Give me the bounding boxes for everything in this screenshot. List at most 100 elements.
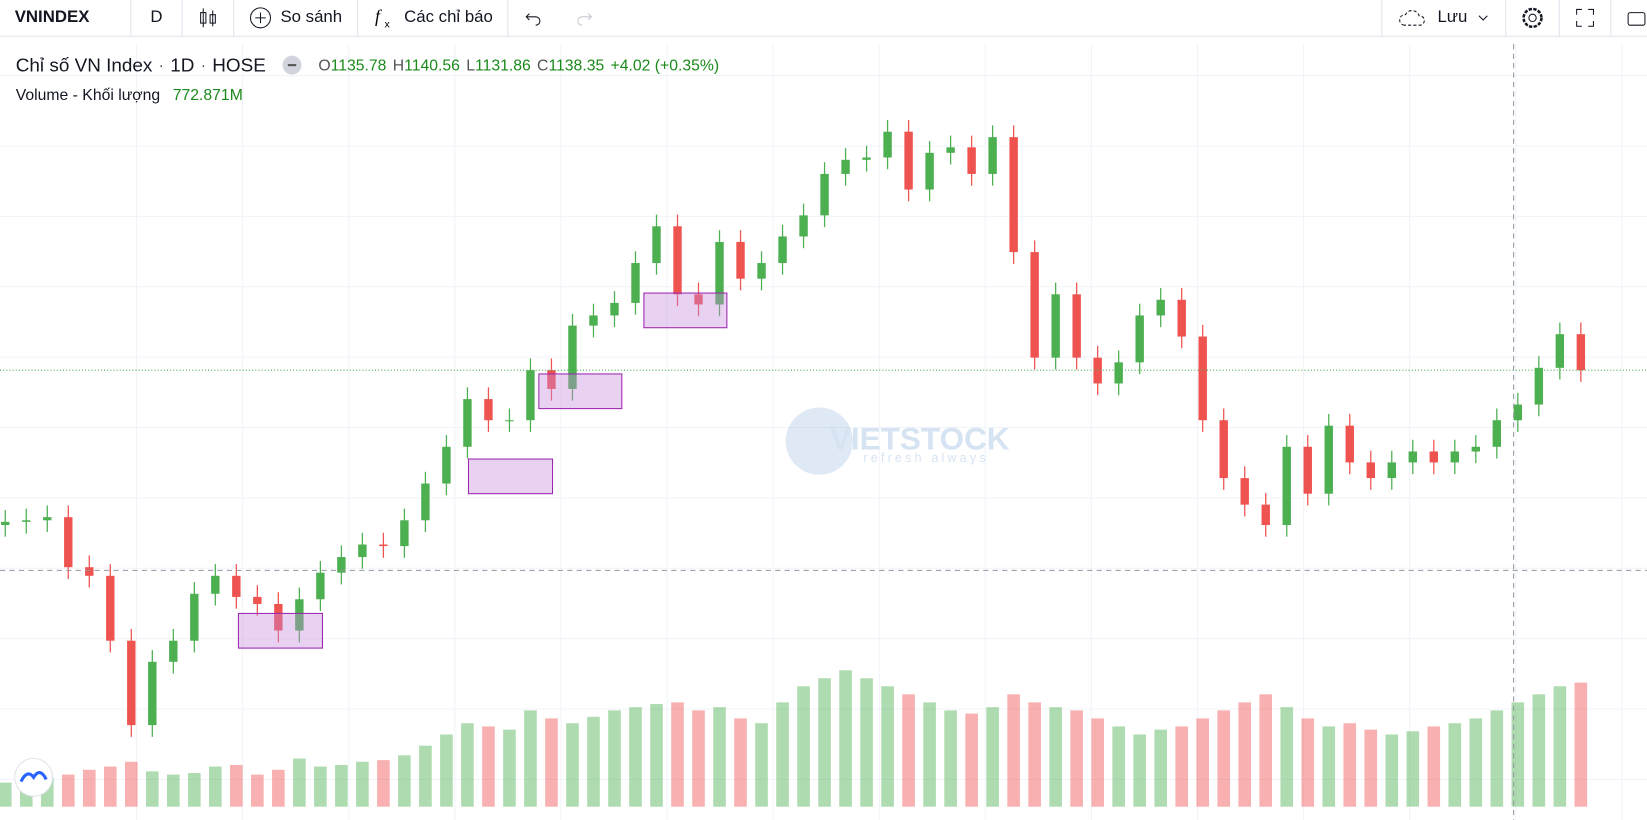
candle-body bbox=[946, 147, 955, 153]
low-value: 1131.86 bbox=[474, 56, 531, 75]
candle-body bbox=[1576, 334, 1586, 371]
watermark-slogan: refresh always bbox=[863, 451, 988, 465]
candle-body bbox=[1177, 299, 1186, 337]
volume-bar bbox=[1280, 707, 1294, 807]
candle-body bbox=[1408, 451, 1417, 463]
legend-toggle[interactable] bbox=[282, 55, 302, 75]
save: Lưu bbox=[1437, 8, 1468, 27]
candle-body bbox=[820, 173, 829, 216]
fullscreen-icon bbox=[1576, 8, 1594, 27]
indicators: Các chỉ báo bbox=[404, 8, 493, 27]
volume-bar bbox=[629, 707, 642, 807]
settings-button[interactable] bbox=[1505, 0, 1559, 36]
watermark-logo bbox=[785, 407, 853, 475]
candle-body bbox=[190, 593, 199, 641]
candle-body bbox=[1345, 425, 1354, 463]
volume-bar bbox=[1469, 718, 1483, 807]
candle-body bbox=[1156, 299, 1165, 316]
volume-bar bbox=[650, 703, 663, 807]
volume-bar bbox=[1385, 734, 1399, 807]
candle-body bbox=[463, 399, 472, 447]
volume-bar bbox=[1007, 694, 1020, 807]
volume-bar bbox=[398, 755, 411, 807]
open-label: O bbox=[318, 56, 331, 75]
volume-bar bbox=[1511, 702, 1525, 807]
candle-body bbox=[673, 226, 682, 295]
volume-bar bbox=[1091, 718, 1104, 807]
candle-body bbox=[715, 241, 724, 305]
volume-bar bbox=[230, 764, 243, 807]
chart-type-button[interactable] bbox=[183, 0, 235, 36]
undo-button[interactable] bbox=[509, 0, 559, 36]
volume-bar bbox=[1532, 694, 1546, 807]
volume-bar bbox=[776, 702, 789, 807]
snapshot-button[interactable] bbox=[1610, 0, 1647, 36]
candle-body bbox=[736, 241, 745, 279]
save-button[interactable]: Lưu bbox=[1381, 0, 1505, 36]
candle-body bbox=[274, 603, 283, 631]
volume-pane bbox=[0, 670, 1588, 807]
volume-bar bbox=[1490, 710, 1504, 807]
candle-body bbox=[169, 640, 178, 662]
candle-body bbox=[1450, 451, 1460, 463]
volume-bar bbox=[860, 678, 873, 807]
low-label: L bbox=[466, 56, 475, 75]
volume-bar bbox=[251, 774, 264, 807]
candle-body bbox=[841, 159, 850, 174]
candle-body bbox=[1366, 462, 1375, 479]
volume-bar bbox=[839, 670, 852, 807]
volume-bar bbox=[0, 782, 12, 807]
chevron-icon bbox=[1478, 15, 1488, 21]
volume-value: 772.871M bbox=[172, 85, 243, 104]
volume-bar bbox=[188, 772, 201, 807]
volume-bar bbox=[713, 707, 726, 807]
volume-bar bbox=[1028, 702, 1041, 807]
annotation-box bbox=[467, 458, 554, 495]
candle-body bbox=[400, 520, 409, 547]
volume-bar bbox=[1427, 726, 1441, 807]
redo-button[interactable] bbox=[559, 0, 609, 36]
candle-body bbox=[1240, 478, 1249, 505]
candle-body bbox=[1282, 446, 1291, 525]
candle-body bbox=[1135, 315, 1144, 363]
compare-button[interactable]: So sánh bbox=[234, 0, 358, 36]
volume-bar bbox=[755, 723, 768, 807]
volume-bar bbox=[1448, 723, 1462, 807]
volume-bar bbox=[1112, 726, 1125, 807]
candle-body bbox=[127, 640, 136, 726]
candle-body bbox=[1261, 504, 1270, 525]
volume-bar bbox=[314, 766, 327, 807]
candle-body bbox=[757, 263, 766, 279]
candle-body bbox=[85, 567, 94, 576]
legend-name: Chỉ số VN Index bbox=[15, 54, 153, 76]
symbol-button[interactable]: VNINDEX bbox=[0, 0, 132, 36]
chart: VIETSTOCK refresh always bbox=[0, 44, 1647, 820]
volume-bar bbox=[1154, 729, 1167, 807]
volume-bar bbox=[1049, 707, 1062, 807]
volume-bar bbox=[1343, 723, 1357, 807]
candle-body bbox=[358, 544, 367, 558]
candle-body bbox=[484, 399, 493, 421]
candle-body bbox=[232, 575, 241, 597]
undo-icon bbox=[525, 13, 541, 26]
candle-body bbox=[106, 575, 115, 641]
volume-bar bbox=[587, 716, 600, 807]
candle-body bbox=[64, 517, 73, 568]
candle-body bbox=[967, 147, 976, 174]
volume-bar bbox=[419, 745, 432, 807]
candle-icon bbox=[200, 8, 216, 28]
candle-body bbox=[778, 236, 787, 264]
interval-button[interactable]: D bbox=[131, 0, 183, 36]
close-value: 1138.35 bbox=[548, 56, 605, 75]
logo-badge[interactable] bbox=[14, 757, 54, 797]
candle-body bbox=[337, 557, 346, 573]
price-pane bbox=[0, 119, 1647, 737]
high-value: 1140.56 bbox=[404, 56, 460, 75]
candle-body bbox=[925, 152, 934, 190]
cloud-icon bbox=[1399, 10, 1426, 26]
fullscreen-button[interactable] bbox=[1558, 0, 1610, 36]
candle-body bbox=[1114, 362, 1123, 384]
